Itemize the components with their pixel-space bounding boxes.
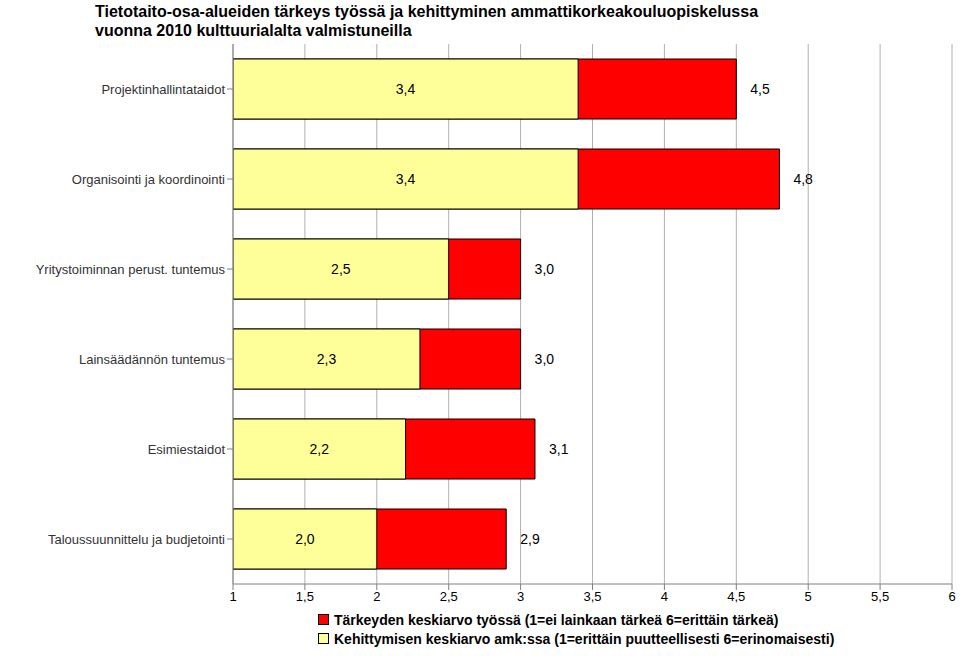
svg-text:3: 3 xyxy=(517,589,524,604)
svg-text:Yritystoiminnan perust. tuntem: Yritystoiminnan perust. tuntemus xyxy=(36,262,226,277)
svg-text:3,5: 3,5 xyxy=(583,589,601,604)
svg-text:2,9: 2,9 xyxy=(520,531,540,547)
svg-text:Lainsäädännön tuntemus: Lainsäädännön tuntemus xyxy=(79,352,226,367)
svg-text:2,0: 2,0 xyxy=(295,531,315,547)
svg-text:3,0: 3,0 xyxy=(535,261,555,277)
svg-text:4,5: 4,5 xyxy=(727,589,745,604)
svg-text:5,5: 5,5 xyxy=(871,589,889,604)
svg-text:2,3: 2,3 xyxy=(317,351,337,367)
svg-text:Organisointi ja koordinointi: Organisointi ja koordinointi xyxy=(72,172,225,187)
svg-text:6: 6 xyxy=(948,589,952,604)
svg-text:5: 5 xyxy=(805,589,812,604)
svg-text:2,2: 2,2 xyxy=(310,441,330,457)
svg-text:3,4: 3,4 xyxy=(396,81,416,97)
svg-text:1: 1 xyxy=(229,589,236,604)
html-text:Tietotaito-osa-alueiden tärkey: Tietotaito-osa-alueiden tärkeys työssä j… xyxy=(95,3,758,39)
svg-text:2,5: 2,5 xyxy=(440,589,458,604)
svg-text:Taloussuunnittelu ja budjetoin: Taloussuunnittelu ja budjetointi xyxy=(48,532,225,547)
svg-text:4: 4 xyxy=(661,589,668,604)
svg-text:2: 2 xyxy=(373,589,380,604)
svg-text:4,8: 4,8 xyxy=(793,171,813,187)
html-text:Tärkeyden keskiarvo työssä (1=: Tärkeyden keskiarvo työssä (1=ei lainkaa… xyxy=(334,611,779,628)
svg-text:3,1: 3,1 xyxy=(549,441,569,457)
svg-text:2,5: 2,5 xyxy=(331,261,351,277)
svg-text:1,5: 1,5 xyxy=(296,589,314,604)
svg-text:Esimiestaidot: Esimiestaidot xyxy=(148,442,226,457)
svg-text:Projektinhallintataidot: Projektinhallintataidot xyxy=(101,82,225,97)
html-text:Kehittymisen keskiarvo amk:ssa: Kehittymisen keskiarvo amk:ssa (1=erittä… xyxy=(334,630,835,647)
svg-text:3,0: 3,0 xyxy=(535,351,555,367)
svg-text:3,4: 3,4 xyxy=(396,171,416,187)
svg-text:4,5: 4,5 xyxy=(750,81,770,97)
